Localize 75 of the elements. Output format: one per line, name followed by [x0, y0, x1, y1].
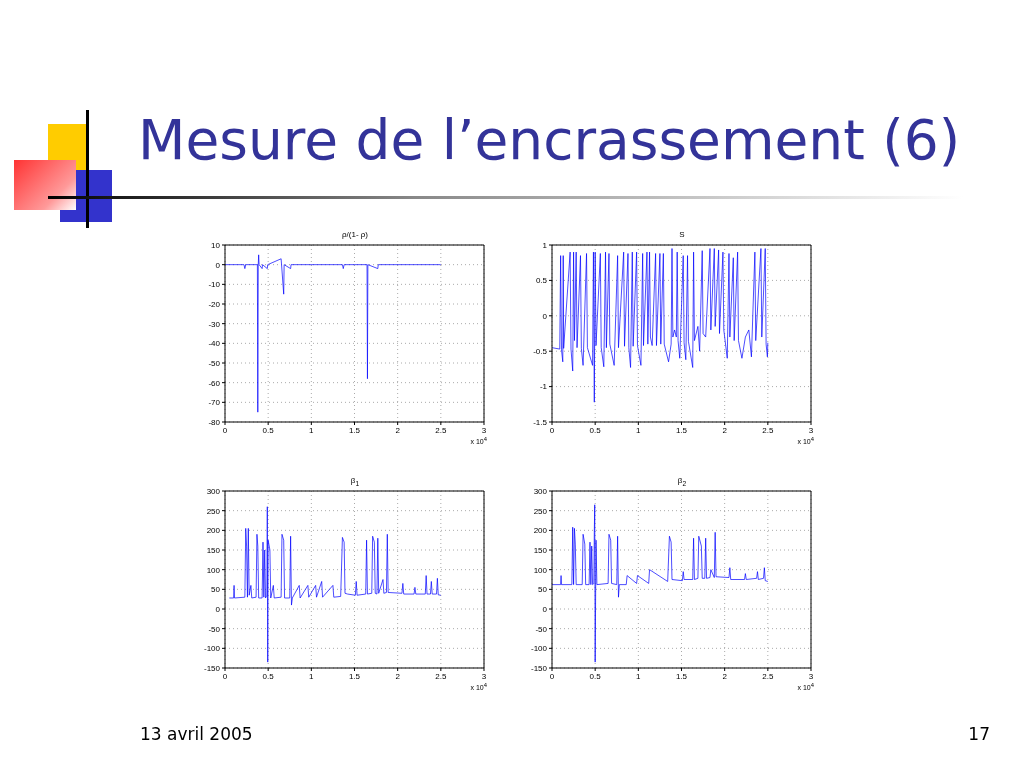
- text: 17: [968, 724, 990, 744]
- y-tick-label: 150: [533, 545, 548, 555]
- y-tick-label: -100: [530, 644, 548, 654]
- y-tick-label: 300: [533, 486, 548, 496]
- y-tick-label: -150: [203, 663, 221, 673]
- x-tick-label: 1: [636, 671, 642, 681]
- y-tick-label: -10: [208, 280, 221, 290]
- x-tick-label: 0.5: [262, 425, 275, 435]
- y-tick-label: 0.5: [535, 276, 548, 286]
- x-tick-label: 2: [722, 425, 728, 435]
- line-series: [228, 506, 442, 663]
- y-tick-label: 10: [211, 240, 221, 250]
- y-tick-label: -50: [208, 358, 221, 368]
- y-tick-label: -70: [208, 398, 221, 408]
- y-tick-label: 0: [542, 604, 548, 614]
- y-tick-label: 250: [533, 506, 548, 516]
- x-tick-label: 0: [222, 671, 228, 681]
- x-tick-label: 1: [636, 425, 642, 435]
- y-tick-label: 0: [215, 260, 221, 270]
- text: Mesure de l’encrassement (6): [138, 108, 961, 172]
- y-tick-label: -150: [530, 663, 548, 673]
- chart-title: S: [678, 230, 686, 239]
- x-tick-label: 1: [309, 671, 315, 681]
- y-tick-label: 1: [542, 240, 548, 250]
- x-tick-label: 1.5: [348, 671, 361, 681]
- y-tick-label: 50: [211, 585, 221, 595]
- line-series: [225, 254, 442, 413]
- x-tick-label: 2.5: [435, 425, 447, 435]
- x-tick-label: 3: [808, 425, 814, 435]
- x-tick-label: 0: [222, 425, 228, 435]
- y-tick-label: -1.5: [533, 417, 548, 427]
- y-tick-label: -30: [208, 319, 221, 329]
- chart-title: β$_{1}$: [349, 476, 361, 487]
- y-tick-label: 100: [206, 565, 221, 575]
- x-tick-label: 1.5: [348, 425, 361, 435]
- x-tick-label: 3: [481, 671, 487, 681]
- x-tick-label: 3: [808, 671, 814, 681]
- y-tick-label: -60: [208, 378, 221, 388]
- y-tick-label: -1: [539, 382, 548, 392]
- y-tick-label: -20: [208, 299, 221, 309]
- chart-title: β$_{2}$: [676, 476, 688, 487]
- y-tick-label: -100: [203, 644, 221, 654]
- x-tick-label: 2.5: [762, 671, 774, 681]
- text: 13 avril 2005: [140, 724, 253, 744]
- x-tick-label: 3: [481, 425, 487, 435]
- x-tick-label: 1.5: [675, 425, 688, 435]
- y-tick-label: 200: [533, 526, 548, 536]
- y-tick-label: 0: [215, 604, 221, 614]
- x-tick-label: 2: [722, 671, 728, 681]
- x-tick-label: 1: [309, 425, 315, 435]
- y-tick-label: 250: [206, 506, 221, 516]
- x-tick-label: 0.5: [589, 425, 602, 435]
- line-series: [552, 248, 769, 403]
- y-tick-label: -50: [535, 624, 548, 634]
- x-tick-label: 1.5: [675, 671, 688, 681]
- line-series: [552, 504, 769, 663]
- x-tick-label: 0.5: [262, 671, 275, 681]
- y-tick-label: -80: [208, 417, 221, 427]
- x-tick-label: 2: [395, 425, 401, 435]
- x-tick-label: 0: [549, 425, 555, 435]
- y-tick-label: 300: [206, 486, 221, 496]
- x-tick-label: 0: [549, 671, 555, 681]
- x-tick-label: 2.5: [762, 425, 774, 435]
- x-tick-label: 0.5: [589, 671, 602, 681]
- y-tick-label: -40: [208, 339, 221, 349]
- y-tick-label: -50: [208, 624, 221, 634]
- x-tick-label: 2.5: [435, 671, 447, 681]
- y-tick-label: 200: [206, 526, 221, 536]
- y-tick-label: 100: [533, 565, 548, 575]
- y-tick-label: 0: [542, 311, 548, 321]
- y-tick-label: -0.5: [533, 347, 548, 357]
- chart-title: ρ/(1- ρ): [341, 230, 369, 239]
- y-tick-label: 50: [538, 585, 548, 595]
- y-tick-label: 150: [206, 545, 221, 555]
- x-tick-label: 2: [395, 671, 401, 681]
